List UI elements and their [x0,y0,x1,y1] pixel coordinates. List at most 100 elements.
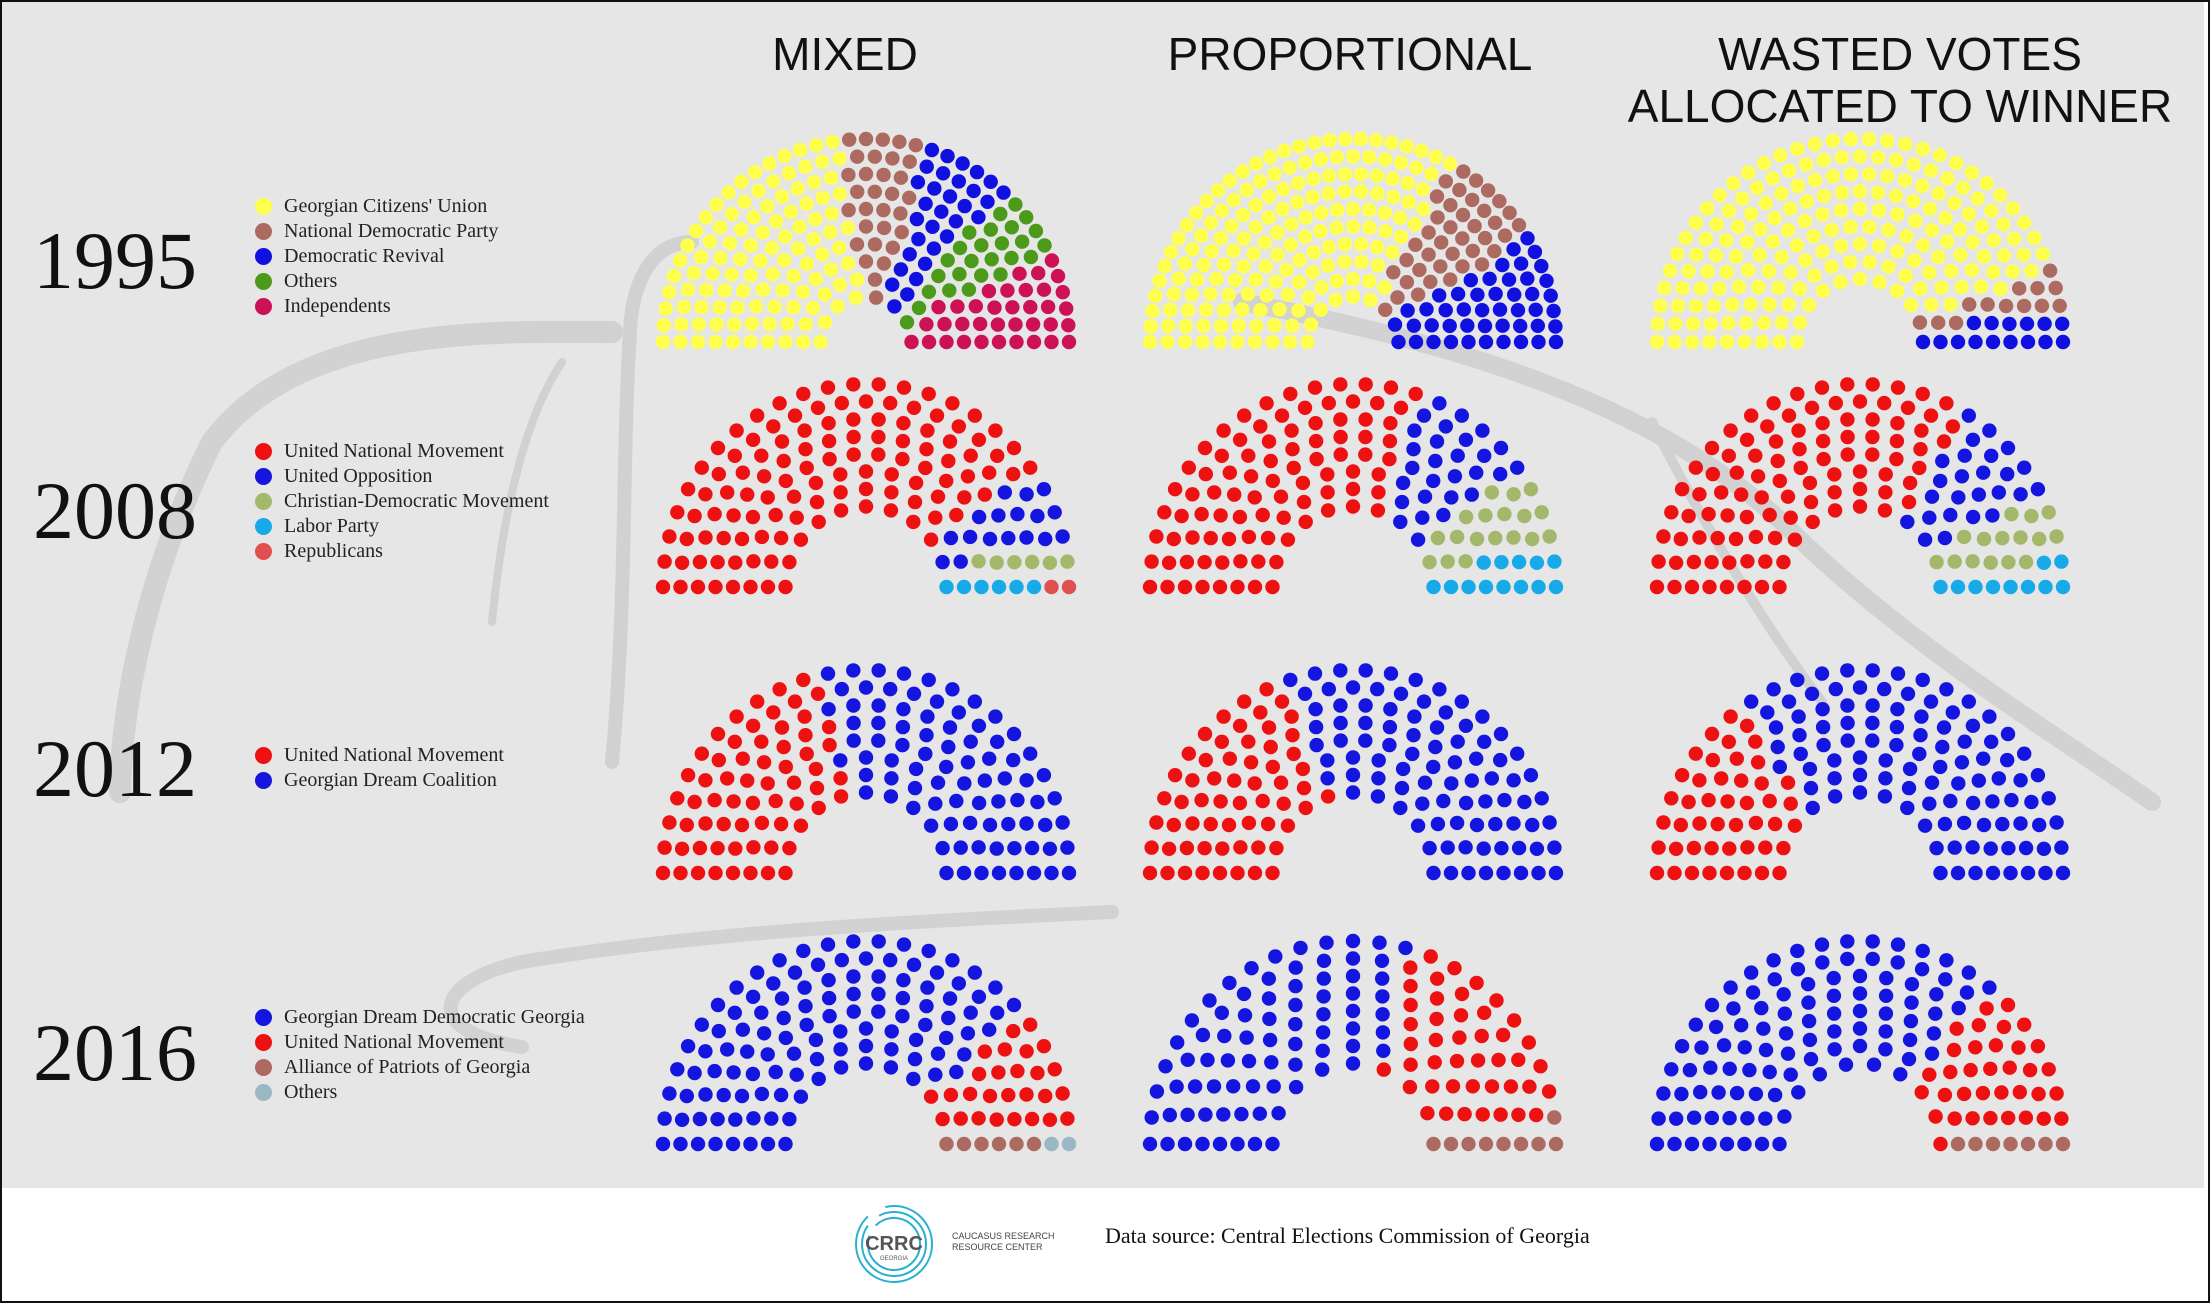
seat-marker [918,746,933,762]
seat-marker [1758,554,1773,569]
seat-marker [2041,791,2056,806]
seat-marker [1702,865,1717,881]
seat-marker [960,469,976,484]
seat-marker [1547,554,1562,569]
seat-marker [1410,818,1426,833]
seat-marker [1862,254,1877,270]
seat-marker [2036,841,2052,856]
seat-marker [1385,171,1400,186]
seat-marker [1852,481,1868,497]
seat-marker [1233,840,1248,855]
seat-marker [707,506,722,522]
seat-marker [846,986,861,1002]
seat-marker [662,285,677,300]
seat-marker [1406,318,1422,333]
seat-marker [1216,709,1231,724]
seat-marker [1308,433,1324,449]
seat-marker [745,989,761,1004]
seat-marker [1246,246,1261,261]
seat-marker [1662,263,1678,278]
seat-marker [724,206,739,222]
seat-marker [1421,225,1436,240]
seat-marker [1754,865,1770,881]
seat-marker [1767,210,1782,226]
seat-marker [1954,755,1970,770]
seat-marker [945,682,960,697]
parliament-chart-2008-mixed [655,377,1077,595]
seat-marker [743,334,758,350]
seat-marker [945,396,960,411]
seat-marker [833,467,848,482]
seat-marker [1415,796,1430,811]
seat-marker [1198,466,1214,482]
seat-marker [896,416,911,431]
seat-marker [884,753,899,768]
seat-marker [846,1004,861,1019]
seat-marker [725,865,741,881]
seat-marker [1914,1085,1929,1100]
seat-marker [1983,841,1998,856]
seat-marker [1780,489,1796,504]
seat-marker [906,800,921,816]
seat-marker [1734,487,1749,502]
seat-marker [786,489,802,504]
seat-marker [982,531,998,547]
seat-marker [1996,248,2012,263]
seat-marker [1345,1021,1361,1036]
seat-marker [1044,334,1059,350]
seat-marker [1333,698,1348,713]
seat-marker [1496,1136,1511,1152]
seat-marker [1704,997,1720,1013]
seat-marker [1321,239,1337,255]
seat-marker [1268,274,1283,289]
seat-marker [1714,771,1729,786]
seat-marker [1298,514,1313,530]
seat-marker [1370,503,1386,518]
seat-marker [1928,1006,1943,1021]
seat-marker [1195,1027,1211,1043]
seat-marker [1506,487,1521,502]
seat-marker [1476,555,1491,570]
seat-marker [1670,298,1686,313]
seat-marker [1166,531,1182,547]
seat-marker [1686,554,1702,570]
seat-marker [656,318,671,333]
seat-marker [895,719,911,735]
seat-marker [991,865,1007,881]
seat-marker [730,300,745,315]
seat-marker [1271,1106,1286,1121]
seat-marker [1303,317,1319,332]
legend-item: United National Movement [255,743,504,768]
seat-marker [1265,334,1280,350]
seat-marker [923,818,939,833]
seat-marker [974,579,989,595]
seat-marker [1828,681,1844,697]
seat-marker [1827,771,1842,786]
seat-marker [707,1063,722,1079]
seat-marker [1255,793,1270,809]
seat-marker [1686,1110,1702,1125]
seat-marker [708,579,723,595]
seat-marker [1965,718,1981,733]
seat-marker [1865,715,1880,731]
seat-marker [1484,771,1500,786]
seat-marker [1160,579,1175,595]
seat-marker [971,432,987,447]
seat-marker [1358,412,1373,427]
seat-marker [1976,465,1991,480]
seat-marker [1410,532,1426,547]
seat-marker [1719,579,1735,595]
seat-marker [858,951,874,966]
seat-marker [921,334,937,350]
seat-marker [1284,318,1300,333]
seat-marker [918,196,933,211]
seat-marker [1280,532,1296,547]
seat-marker [1790,943,1805,959]
seat-marker [1917,532,1933,547]
seat-marker [883,395,898,411]
seat-marker [773,816,789,832]
seat-marker [1772,579,1787,595]
seat-marker [1353,131,1369,147]
seat-marker [662,529,677,544]
seat-marker [1394,494,1410,510]
